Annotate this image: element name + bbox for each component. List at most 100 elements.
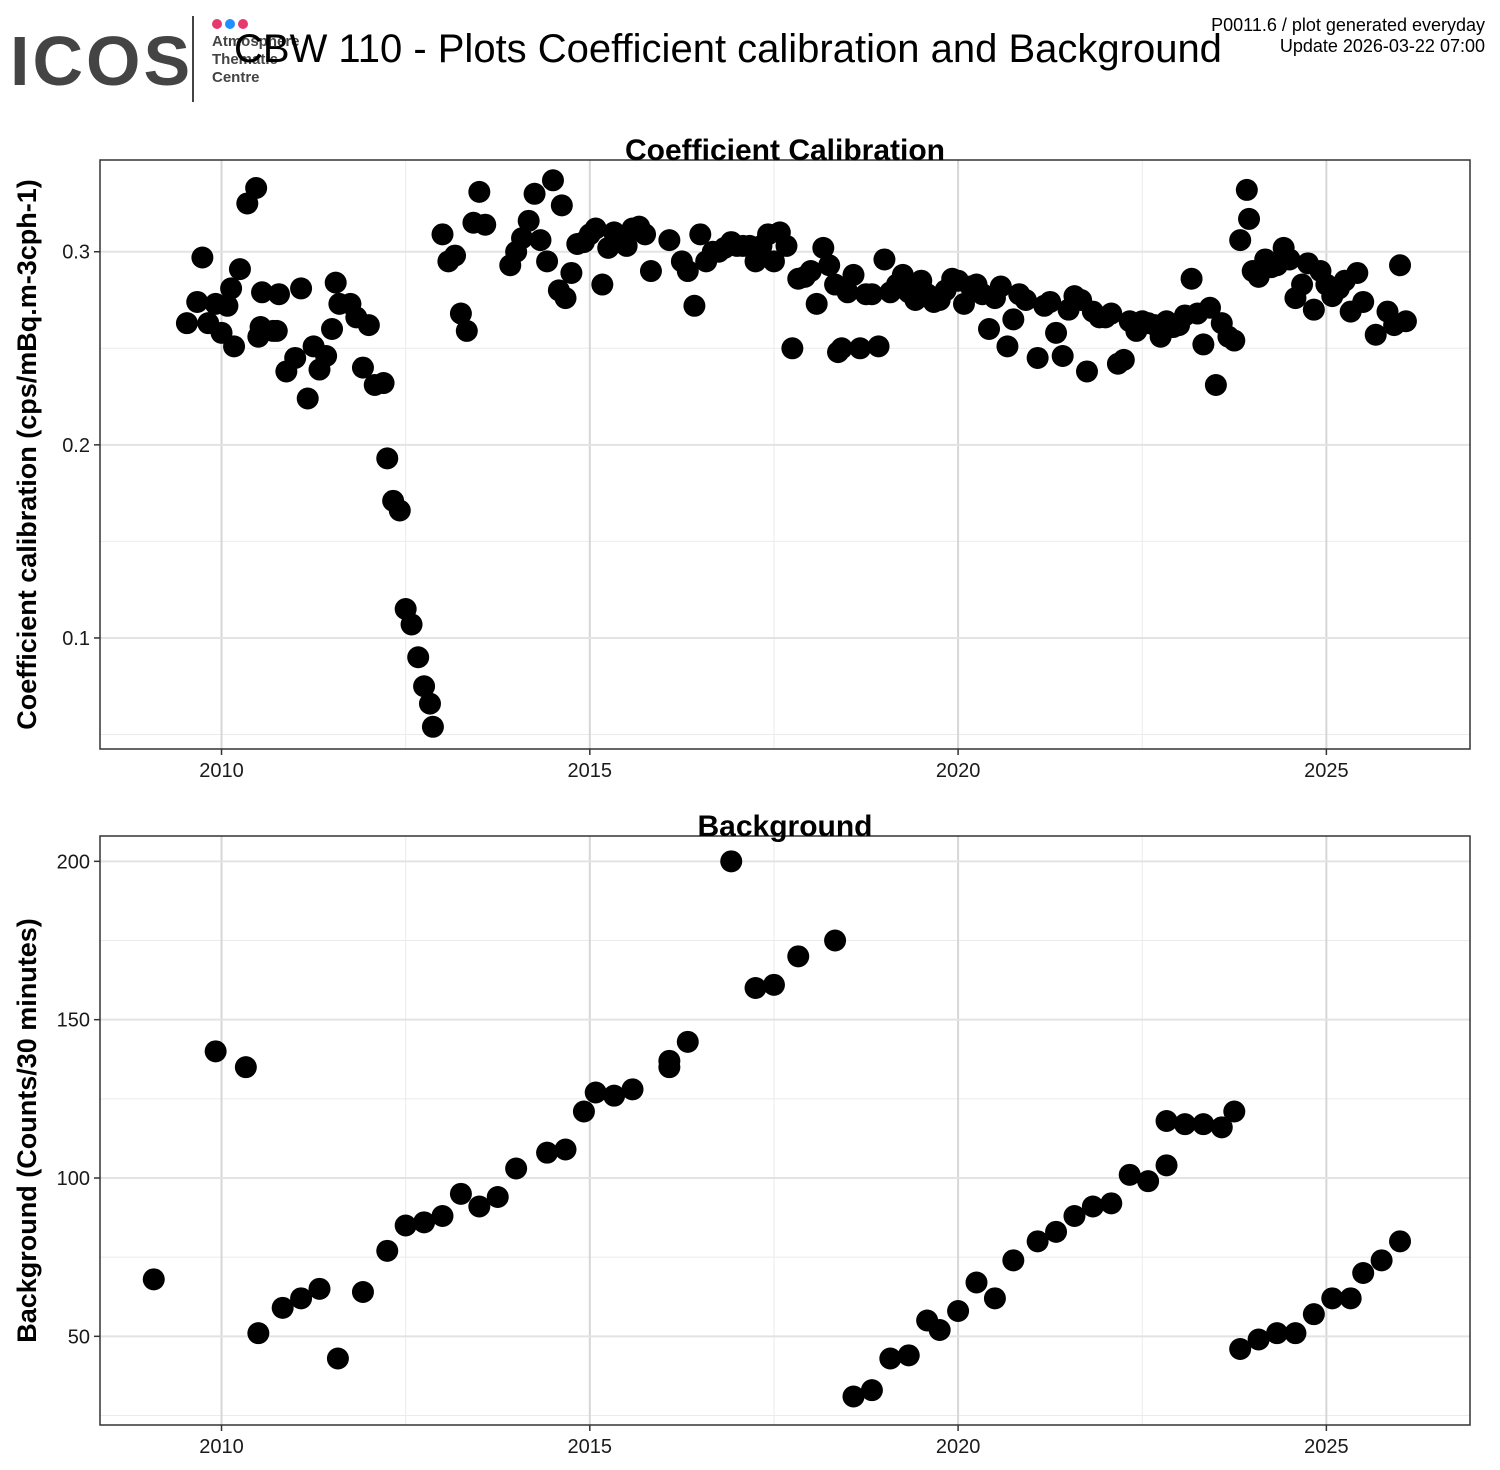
x-tick-label: 2025 [1304, 760, 1349, 782]
data-point [1278, 248, 1301, 271]
data-point [357, 314, 380, 337]
data-point [689, 223, 712, 246]
data-point [996, 335, 1019, 358]
y-tick-label: 0.1 [62, 628, 90, 650]
logo-line: Thematic [212, 51, 278, 68]
data-point [1204, 373, 1227, 396]
data-point [228, 258, 251, 281]
data-point [1238, 207, 1261, 230]
data-point [376, 447, 399, 470]
data-point [947, 1300, 970, 1322]
y-tick-label: 200 [57, 851, 90, 873]
data-point [468, 1195, 491, 1218]
plot-meta-update: Update 2026-03-22 07:00 [1279, 36, 1485, 56]
x-tick-label: 2010 [199, 1436, 244, 1458]
data-point [787, 945, 810, 968]
data-point [1302, 1303, 1325, 1326]
logo-wordmark: ICOS [10, 22, 194, 100]
data-point [431, 1205, 454, 1227]
data-point [928, 1319, 951, 1341]
data-point [1229, 1338, 1252, 1360]
data-point [634, 223, 657, 246]
data-point [554, 287, 577, 310]
data-point [1075, 360, 1098, 383]
data-point [486, 1186, 509, 1208]
data-point [1118, 1163, 1141, 1186]
data-point [1051, 345, 1074, 368]
data-point [1198, 296, 1221, 319]
data-point [204, 1040, 227, 1063]
data-point [394, 1214, 417, 1237]
data-point [505, 1157, 528, 1180]
data-point [603, 1084, 626, 1107]
logo-dot [238, 19, 248, 29]
data-point [1100, 1192, 1123, 1215]
data-points [175, 169, 1417, 738]
data-point [175, 312, 198, 335]
data-point [223, 335, 246, 358]
data-point [265, 319, 288, 342]
data-point [511, 227, 534, 250]
data-point [251, 281, 274, 304]
data-point [1002, 308, 1025, 331]
data-point [1370, 1249, 1393, 1272]
data-point [216, 294, 239, 317]
data-point [560, 261, 583, 284]
data-point [591, 273, 614, 296]
data-point [1137, 1170, 1160, 1193]
data-point [324, 271, 347, 294]
x-tick-label: 2010 [199, 760, 244, 782]
data-point [805, 292, 828, 315]
data-point [615, 234, 638, 257]
data-point [271, 1296, 294, 1319]
plot-border [99, 835, 1471, 1426]
data-point [1100, 302, 1123, 325]
data-point [873, 248, 896, 271]
plot-meta: P0011.6 / plot generated everyday Update… [1211, 15, 1485, 57]
data-point [639, 260, 662, 283]
data-point [812, 236, 835, 259]
data-point [1026, 346, 1049, 369]
data-point [965, 1271, 988, 1294]
data-point [1247, 1328, 1270, 1351]
data-point [867, 335, 890, 358]
data-point [658, 1056, 681, 1079]
data-point [1321, 1287, 1344, 1310]
data-point [621, 1078, 644, 1101]
chart-panel-2: 2010 2015 2020 2025 50 100 150 200 Background Bac… [12, 810, 1471, 1458]
data-point [267, 283, 290, 306]
x-tick-label: 2015 [568, 1436, 613, 1458]
data-point [860, 283, 883, 306]
data-point [1045, 1220, 1068, 1243]
data-point [1346, 261, 1369, 284]
data-point [376, 1239, 399, 1262]
data-point [523, 182, 546, 205]
y-tick-label: 50 [68, 1326, 90, 1348]
plot-area [100, 160, 1470, 749]
data-point [658, 229, 681, 252]
data-point [468, 180, 491, 203]
data-point [418, 692, 441, 715]
data-point [818, 254, 841, 277]
data-point [572, 1100, 595, 1123]
data-point [824, 929, 847, 952]
data-point [842, 1385, 865, 1408]
data-point [1173, 1113, 1196, 1136]
data-point [1026, 1230, 1049, 1253]
x-tick-label: 2020 [936, 1436, 981, 1458]
data-point [830, 337, 853, 360]
data-point [860, 1379, 883, 1402]
data-point [1229, 229, 1252, 252]
data-point [849, 337, 872, 360]
data-point [879, 1347, 902, 1370]
data-point [1192, 1113, 1215, 1136]
plot-area [100, 836, 1470, 1425]
data-point [444, 244, 467, 267]
data-point [781, 337, 804, 360]
y-tick-label: 0.2 [62, 435, 90, 457]
data-point [474, 213, 497, 236]
y-axis-label: Background (Counts/30 minutes) [12, 918, 42, 1343]
data-point [400, 613, 423, 636]
data-point [1180, 267, 1203, 290]
